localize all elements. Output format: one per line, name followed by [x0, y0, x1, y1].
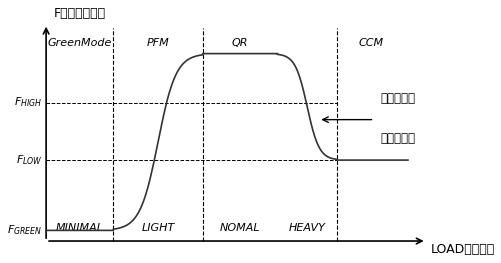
Text: F（开关频率）: F（开关频率）	[54, 7, 106, 19]
Text: NOMAL: NOMAL	[219, 223, 260, 233]
Text: MINIMAL: MINIMAL	[56, 223, 104, 233]
Text: HEAVY: HEAVY	[288, 223, 325, 233]
Text: $F_{HIGH}$: $F_{HIGH}$	[14, 96, 42, 109]
Text: CCM: CCM	[357, 38, 382, 48]
Text: 输入功率高: 输入功率高	[379, 92, 414, 105]
Text: LOAD（负载）: LOAD（负载）	[429, 243, 493, 256]
Text: $F_{GREEN}$: $F_{GREEN}$	[7, 224, 42, 237]
Text: $F_{LOW}$: $F_{LOW}$	[16, 153, 42, 167]
Text: 输入功率低: 输入功率低	[379, 132, 414, 145]
Text: QR: QR	[231, 38, 248, 48]
Text: PFM: PFM	[146, 38, 169, 48]
Text: GreenMode: GreenMode	[48, 38, 112, 48]
Text: LIGHT: LIGHT	[141, 223, 174, 233]
